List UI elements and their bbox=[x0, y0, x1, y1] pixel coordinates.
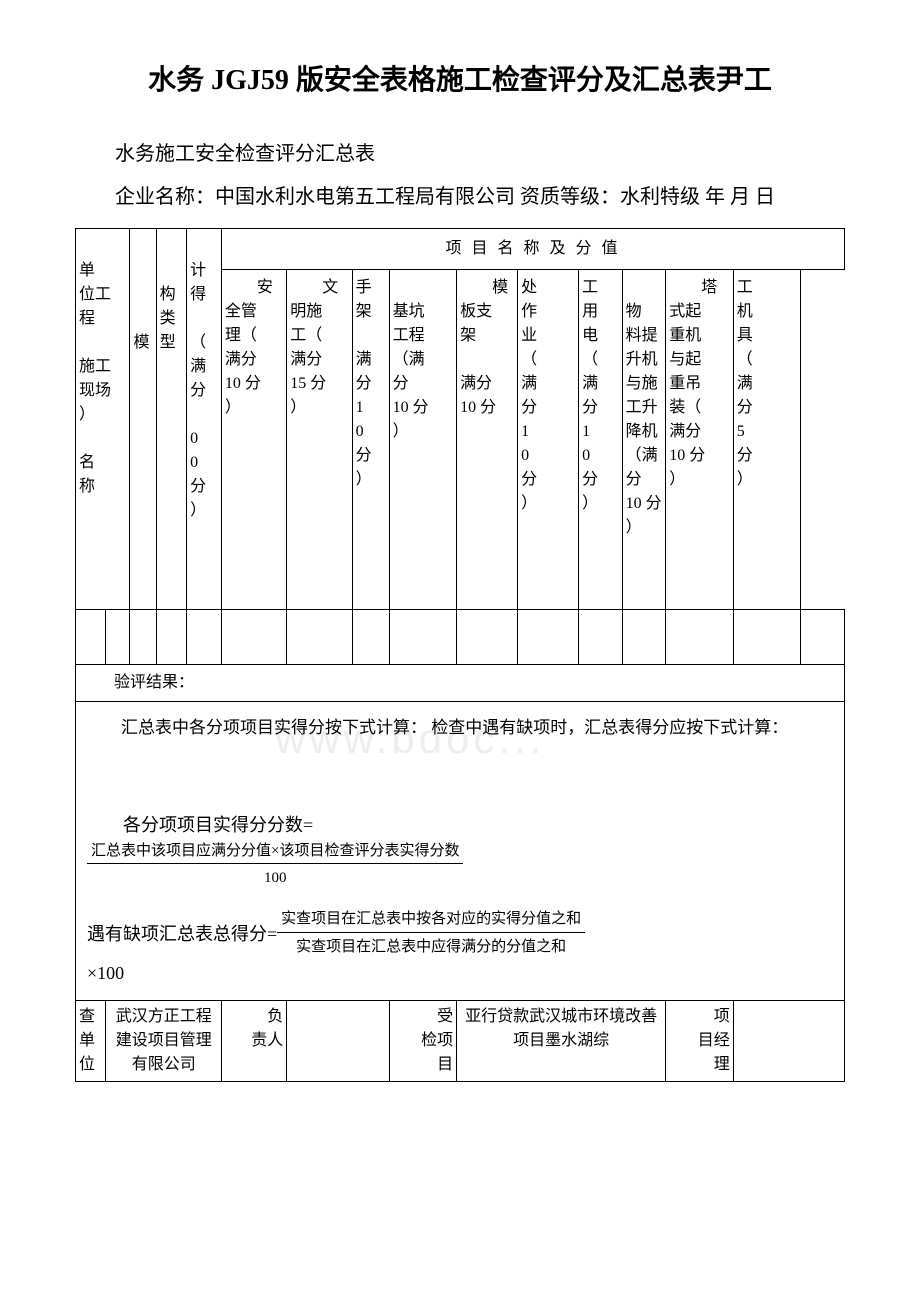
formula-a-top: 汇总表中该项目应满分分值×该项目检查评分表实得分数 bbox=[87, 842, 463, 865]
header-item-7: 工用电（满分10分） bbox=[579, 270, 623, 610]
formula-b-top: 实查项目在汇总表中按各对应的实得分值之和 bbox=[277, 910, 585, 933]
header-mo: 模 bbox=[130, 229, 156, 610]
header-item-2: 文明施工（满分15 分） bbox=[287, 270, 352, 610]
header-structure-type: 构类型 bbox=[156, 229, 186, 610]
bottom-inspect-unit-value: 武汉方正工程建设项目管理有限公司 bbox=[106, 1000, 221, 1081]
page-title: 水务 JGJ59 版安全表格施工检查评分及汇总表尹工 bbox=[75, 60, 845, 102]
formula-intro: 汇总表中各分项项目实得分按下式计算： 检查中遇有缺项时，汇总表得分应按下式计算： bbox=[87, 714, 833, 741]
table-row-empty bbox=[76, 610, 845, 665]
eval-result-label: 验评结果： bbox=[76, 665, 845, 702]
bottom-responsible-value bbox=[287, 1000, 389, 1081]
bottom-checked-project-value: 亚行贷款武汉城市环境改善项目墨水湖综 bbox=[457, 1000, 666, 1081]
header-item-5: 模板支架满分10 分 bbox=[457, 270, 518, 610]
header-group: 项 目 名 称 及 分 值 bbox=[221, 229, 844, 270]
header-item-1: 安全管理（满分10 分） bbox=[221, 270, 286, 610]
table-row-bottom: 查单位 武汉方正工程建设项目管理有限公司 负责人 受检项目 亚行贷款武汉城市环境… bbox=[76, 1000, 845, 1081]
formula-b-fraction: 实查项目在汇总表中按各对应的实得分值之和 实查项目在汇总表中应得满分的分值之和 bbox=[277, 910, 585, 959]
header-item-8: 物料提升机与施工升降机 （满分10 分） bbox=[622, 270, 666, 610]
header-item-4: 基坑工程（满分10 分） bbox=[389, 270, 457, 610]
formula-section: 汇总表中各分项项目实得分按下式计算： 检查中遇有缺项时，汇总表得分应按下式计算：… bbox=[79, 706, 841, 996]
header-unit-project: 单位工程施工现场） 名称 bbox=[76, 229, 130, 610]
table-row-eval: 验评结果： bbox=[76, 665, 845, 702]
formula-a-label: 各分项项目实得分分数= bbox=[87, 811, 833, 840]
header-total-score: 计得（满分00分） bbox=[187, 229, 222, 610]
formula-b-label: 遇有缺项汇总表总得分= bbox=[87, 920, 277, 949]
bottom-inspect-unit-label: 查单位 bbox=[76, 1000, 106, 1081]
header-item-10: 工机具（满分5分） bbox=[733, 270, 801, 610]
header-item-9: 塔式起重机与起重吊装（满分10 分） bbox=[666, 270, 734, 610]
subtitle: 水务施工安全检查评分汇总表 bbox=[75, 137, 845, 166]
main-table: 单位工程施工现场） 名称 模 构类型 计得（满分00分） 项 目 名 称 及 分… bbox=[75, 228, 845, 1082]
table-row-formula: 汇总表中各分项项目实得分按下式计算： 检查中遇有缺项时，汇总表得分应按下式计算：… bbox=[76, 702, 845, 1001]
company-info: 企业名称：中国水利水电第五工程局有限公司 资质等级：水利特级 年 月 日 bbox=[75, 181, 845, 213]
formula-a-fraction: 汇总表中该项目应满分分值×该项目检查评分表实得分数 100 bbox=[87, 842, 463, 891]
bottom-pm-value bbox=[733, 1000, 844, 1081]
bottom-checked-project-label: 受检项目 bbox=[389, 1000, 457, 1081]
formula-b-bot: 实查项目在汇总表中应得满分的分值之和 bbox=[277, 933, 585, 959]
bottom-pm-label: 项目经理 bbox=[666, 1000, 734, 1081]
formula-b-tail: ×100 bbox=[87, 959, 833, 988]
formula-a-bot: 100 bbox=[87, 864, 463, 890]
header-item-6: 处作业（满分10分） bbox=[518, 270, 579, 610]
header-item-3: 手架满分10分） bbox=[352, 270, 389, 610]
bottom-responsible-label: 负责人 bbox=[221, 1000, 286, 1081]
